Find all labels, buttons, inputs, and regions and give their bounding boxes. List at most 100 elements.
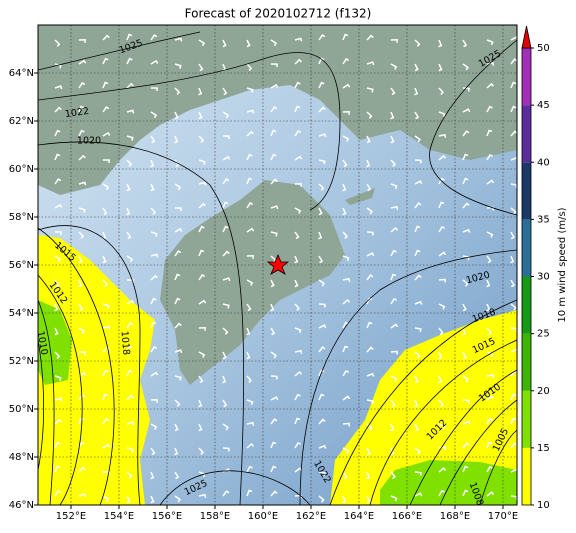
wind-barb [366, 346, 374, 353]
wind-barb [150, 471, 155, 480]
wind-barb [246, 254, 254, 259]
wind-barb [54, 153, 61, 161]
lon-label: 154°E [104, 511, 134, 522]
wind-barb [294, 81, 301, 89]
wind-barb [102, 393, 109, 401]
wind-barb [246, 109, 255, 114]
wind-barb [222, 135, 230, 140]
wind-barb [462, 399, 470, 404]
wind-barb [438, 489, 445, 497]
wind-barb [270, 303, 275, 312]
wind-barb [198, 326, 206, 331]
wind-barb [246, 63, 253, 71]
wind-barb [198, 87, 203, 96]
wind-barb [414, 87, 419, 96]
wind-barb [150, 231, 158, 237]
wind-barb [414, 423, 420, 432]
lon-label: 168°E [440, 511, 470, 522]
wind-barb [126, 345, 133, 353]
land-island [345, 188, 375, 205]
wind-barb [222, 39, 227, 48]
wind-barb [366, 471, 371, 480]
wind-barb [462, 202, 470, 209]
wind-barb [222, 201, 229, 209]
wind-barb [246, 421, 255, 426]
wind-barb [54, 106, 62, 113]
lon-label: 158°E [200, 511, 230, 522]
wind-barb [486, 206, 495, 211]
wind-barb [174, 111, 179, 120]
wind-barb [438, 303, 446, 310]
wind-barb [414, 63, 419, 72]
wind-barb [54, 203, 63, 209]
wind-barb [174, 495, 181, 503]
wind-barb [486, 351, 494, 358]
wind-barb [270, 490, 278, 497]
wind-barb [342, 471, 348, 480]
wind-barb [222, 351, 227, 360]
wind-barb [462, 228, 471, 233]
wind-barb [486, 303, 491, 312]
wind-barb [270, 255, 277, 263]
wind-barb [54, 441, 61, 449]
wind-barb [54, 418, 62, 425]
wind-barb [174, 297, 181, 305]
wind-barb [390, 205, 399, 210]
wind-barb [366, 135, 371, 144]
wind-barb [126, 255, 134, 263]
wind-barb [342, 277, 351, 282]
wind-barb [342, 110, 350, 115]
wind-barb [78, 351, 86, 356]
wind-barb [150, 371, 159, 377]
wind-barb [342, 159, 348, 168]
wind-barb [174, 135, 179, 144]
wind-barb [54, 397, 63, 402]
wind-barb [462, 442, 470, 449]
wind-barb [54, 231, 62, 236]
wind-barb [510, 393, 517, 401]
wind-barb [342, 83, 351, 89]
wind-barb [294, 155, 303, 161]
wind-barb [78, 207, 86, 213]
wind-barb [222, 375, 227, 384]
isobar-label: 1010 [34, 330, 49, 356]
wind-barb [270, 83, 279, 89]
wind-barb [318, 471, 326, 477]
wind-barb [486, 82, 495, 89]
wind-barb [246, 375, 253, 384]
wind-barb [294, 58, 302, 65]
wind-barb [318, 106, 326, 113]
wind-barb [414, 225, 421, 233]
wind-barb [222, 177, 230, 185]
wind-barb [270, 327, 276, 336]
wind-barb [294, 231, 300, 240]
wind-barb [438, 225, 446, 233]
lat-label: 64°N [9, 68, 34, 79]
wind-barb [102, 369, 109, 377]
wind-barb [342, 495, 347, 504]
wind-barb [486, 441, 493, 449]
wind-barb [174, 183, 182, 191]
wind-barb [294, 207, 302, 214]
wind-barb [78, 466, 86, 473]
wind-barb [174, 87, 181, 95]
wind-barb [318, 81, 325, 89]
isobars [38, 31, 517, 505]
wind-barb [246, 351, 251, 360]
wind-barb [390, 135, 395, 144]
lat-label: 60°N [9, 164, 34, 175]
wind-barb [270, 465, 277, 473]
isobar-label: 1022 [64, 106, 89, 120]
wind-barb [198, 493, 207, 498]
wind-barb [414, 159, 422, 164]
wind-barb [342, 255, 350, 262]
wind-barb [438, 87, 445, 96]
wind-barb [246, 399, 254, 406]
wind-barb [174, 273, 181, 281]
wind-barb [294, 303, 301, 312]
wind-barb [438, 111, 446, 118]
wind-barb [246, 87, 254, 93]
wind-barb [294, 255, 299, 264]
wind-barb [414, 202, 422, 209]
wind-barb [318, 159, 326, 165]
